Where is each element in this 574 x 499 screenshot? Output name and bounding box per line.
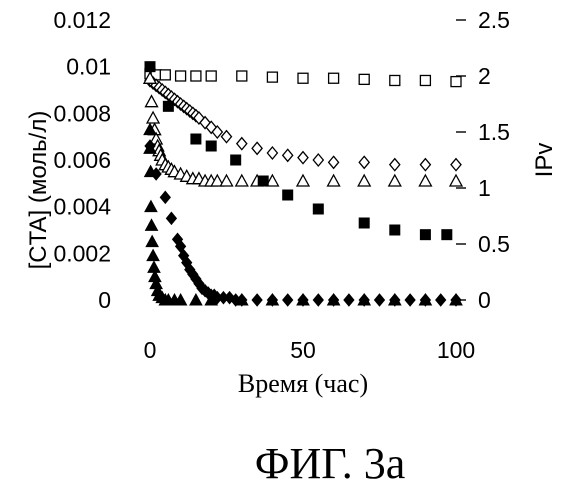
open-diamond-marker xyxy=(329,156,339,168)
open-square-marker xyxy=(160,70,170,80)
filled-triangle-marker xyxy=(190,294,202,305)
open-diamond-marker xyxy=(298,152,308,164)
open-triangle-marker xyxy=(221,175,233,186)
filled-triangle-marker xyxy=(145,201,157,212)
filled-diamond-marker xyxy=(375,294,385,306)
filled-triangle-marker xyxy=(146,236,158,247)
open-diamond-marker xyxy=(237,138,247,150)
open-triangle-marker xyxy=(358,175,370,186)
filled-triangle-marker xyxy=(148,261,160,272)
open-diamond-marker xyxy=(420,159,430,171)
left-tick-label: 0.006 xyxy=(53,147,111,173)
filled-square-marker xyxy=(145,62,155,72)
filled-triangle-marker xyxy=(146,219,158,230)
left-tick-label: 0.004 xyxy=(53,194,111,220)
filled-square-marker xyxy=(313,204,323,214)
filled-diamond-marker xyxy=(436,294,446,306)
y2-axis-label: IPv xyxy=(531,143,558,178)
filled-square-marker xyxy=(442,230,452,240)
filled-square-marker xyxy=(390,225,400,235)
left-tick-label: 0.008 xyxy=(53,100,111,126)
left-tick-label: 0.012 xyxy=(53,7,111,33)
open-square-marker xyxy=(390,75,400,85)
open-triangle-marker xyxy=(389,175,401,186)
figure-caption: ФИГ. 3а xyxy=(255,439,406,488)
right-tick-label: 0.5 xyxy=(478,231,510,257)
x-axis-ticks: 0 50 100 xyxy=(144,337,476,363)
right-tick-label: 1 xyxy=(478,175,491,201)
right-tick-label: 2 xyxy=(478,63,491,89)
open-triangle-marker xyxy=(236,175,248,186)
open-triangle-marker xyxy=(146,96,158,107)
open-diamond-marker xyxy=(390,159,400,171)
filled-square-marker xyxy=(258,176,268,186)
open-square-marker xyxy=(206,71,216,81)
open-square-marker xyxy=(298,73,308,83)
open-square-marker xyxy=(191,71,201,81)
right-tick-label: 2.5 xyxy=(478,7,510,33)
filled-diamond-marker xyxy=(252,294,262,306)
plot-area xyxy=(144,62,462,306)
right-tick-label: 1.5 xyxy=(478,119,510,145)
filled-diamond-marker xyxy=(405,294,415,306)
y-axis-label: [CTA] (моль/л) xyxy=(25,111,52,270)
x-tick-label: 100 xyxy=(437,337,475,363)
open-square-marker xyxy=(329,73,339,83)
left-tick-label: 0.01 xyxy=(66,54,111,80)
left-tick-label: 0.002 xyxy=(53,240,111,266)
filled-diamond-marker xyxy=(160,191,170,203)
filled-square-marker xyxy=(283,190,293,200)
open-diamond-marker xyxy=(252,142,262,154)
filled-square-marker xyxy=(420,230,430,240)
right-axis-ticks: 0 0.5 1 1.5 2 2.5 xyxy=(456,7,510,313)
open-diamond-marker xyxy=(267,147,277,159)
filled-diamond-marker xyxy=(283,294,293,306)
filled-triangle-marker xyxy=(147,250,159,261)
open-triangle-marker xyxy=(328,175,340,186)
open-triangle-marker xyxy=(450,175,462,186)
open-square-marker xyxy=(176,71,186,81)
filled-square-marker xyxy=(163,101,173,111)
filled-diamond-marker xyxy=(313,294,323,306)
open-triangle-marker xyxy=(147,112,159,123)
filled-diamond-marker xyxy=(344,294,354,306)
x-axis-label: Время (час) xyxy=(238,369,368,398)
filled-square-marker xyxy=(359,218,369,228)
filled-square-marker xyxy=(191,134,201,144)
filled-square-marker xyxy=(206,141,216,151)
left-tick-label: 0 xyxy=(98,287,111,313)
filled-diamond-marker xyxy=(166,212,176,224)
open-triangle-marker xyxy=(419,175,431,186)
open-square-marker xyxy=(359,74,369,84)
open-diamond-marker xyxy=(451,159,461,171)
open-diamond-marker xyxy=(313,154,323,166)
open-diamond-marker xyxy=(283,149,293,161)
open-square-marker xyxy=(267,72,277,82)
x-tick-label: 0 xyxy=(144,337,157,363)
open-square-marker xyxy=(237,71,247,81)
right-tick-label: 0 xyxy=(478,287,491,313)
open-diamond-marker xyxy=(222,131,232,143)
left-axis-ticks: 0 0.002 0.004 0.006 0.008 0.01 0.012 xyxy=(53,7,111,313)
filled-square-marker xyxy=(231,155,241,165)
open-square-marker xyxy=(420,75,430,85)
x-tick-label: 50 xyxy=(290,337,316,363)
open-diamond-marker xyxy=(359,156,369,168)
open-square-marker xyxy=(451,77,461,87)
open-triangle-marker xyxy=(297,175,309,186)
